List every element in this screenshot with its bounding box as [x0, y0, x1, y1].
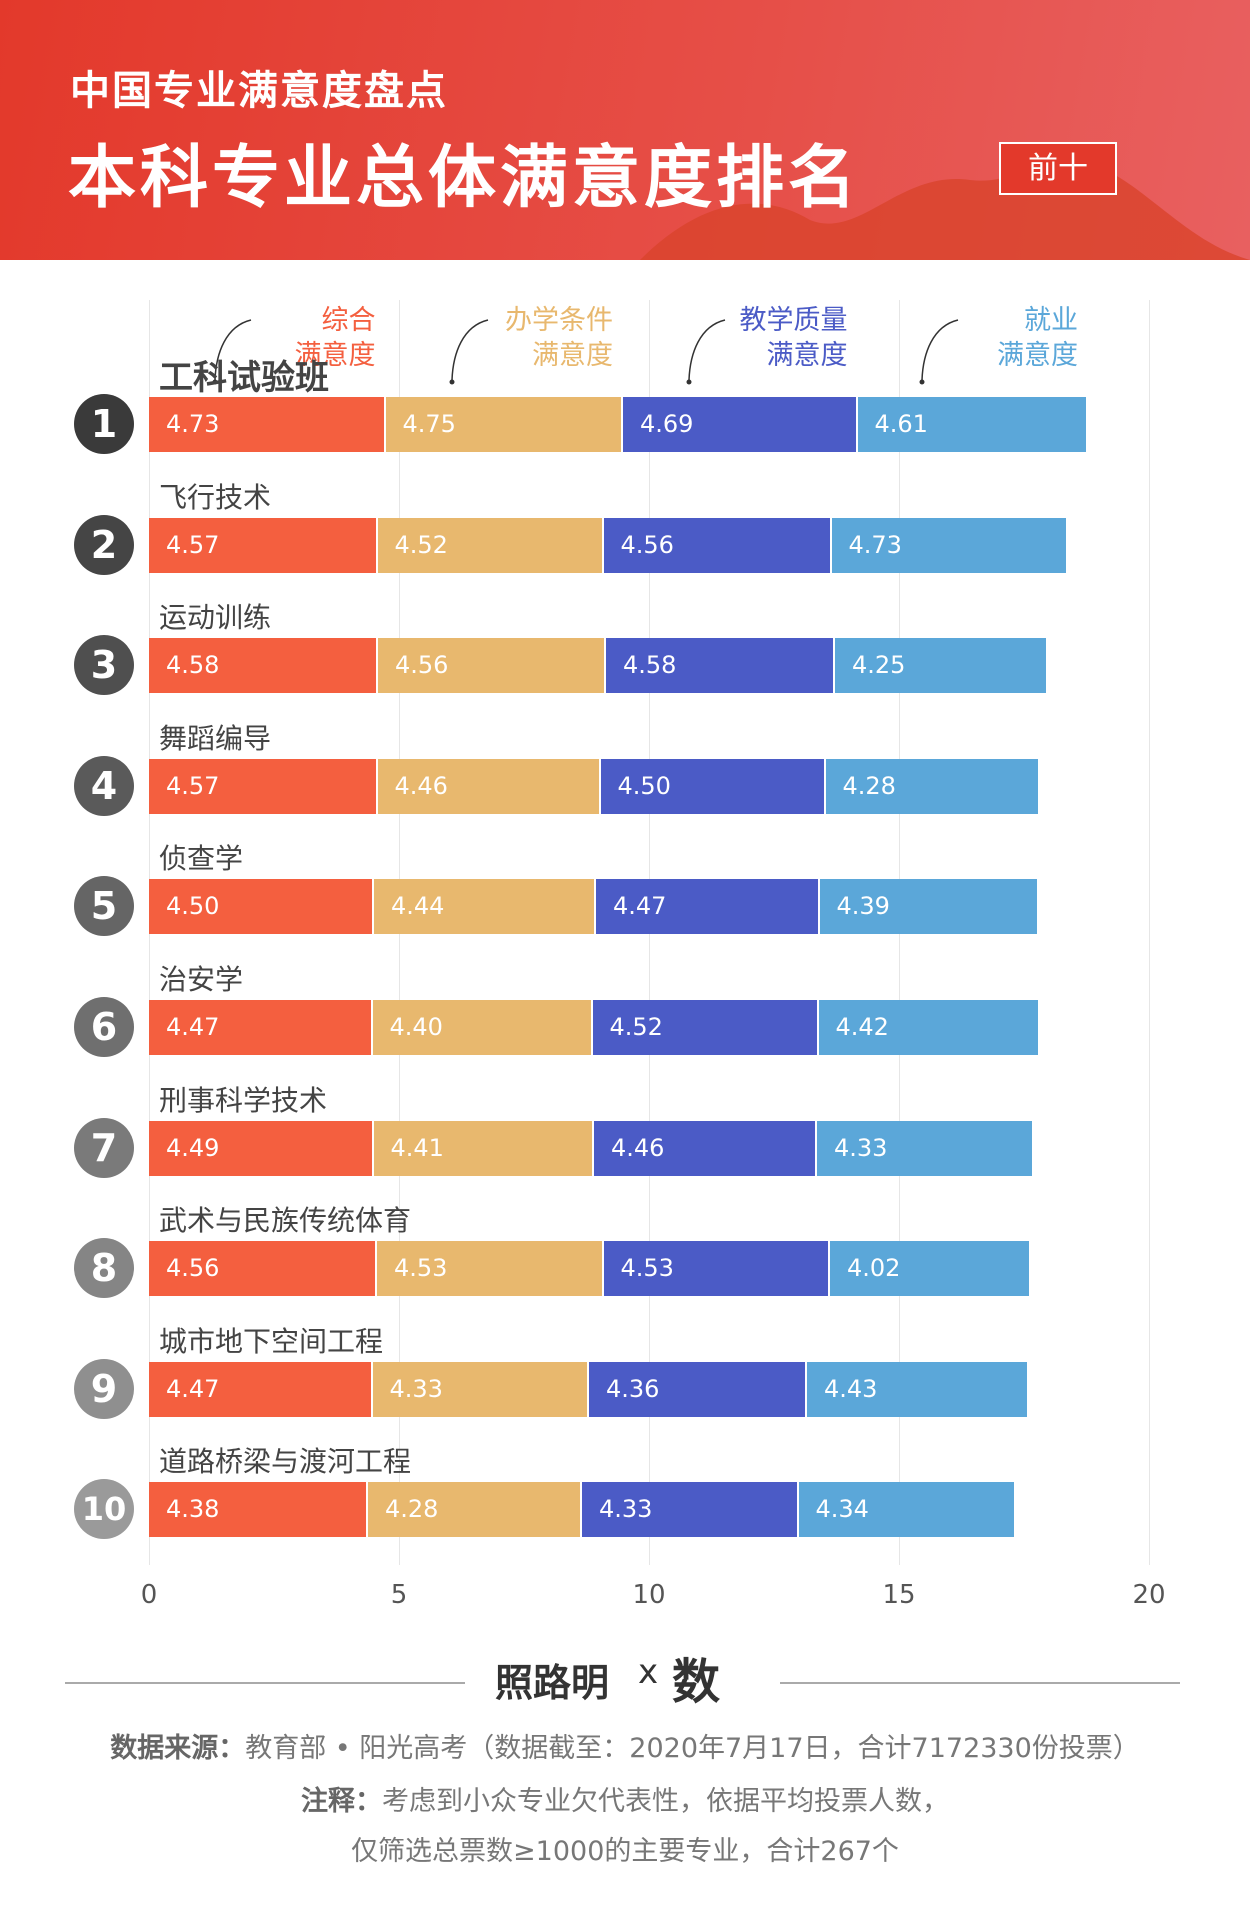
rank-badge: 4	[74, 755, 134, 816]
subtitle: 中国专业满意度盘点	[70, 67, 448, 114]
header-banner: 中国专业满意度盘点 本科专业总体满意度排名 前十	[0, 0, 1250, 260]
rank-badge: 2	[74, 514, 134, 575]
bar-segment: 4.50	[149, 879, 374, 935]
legend-2: 教学质量满意度	[698, 303, 848, 373]
rank-badge: 3	[74, 635, 134, 696]
legend-pointer	[448, 318, 508, 392]
legend-pointer	[918, 318, 978, 392]
source-text: 教育部 • 阳光高考（数据截至：2020年7月17日，合计7172330份投票）	[245, 1733, 1140, 1764]
row-name: 侦查学	[159, 842, 244, 876]
bar-segment: 4.53	[377, 1241, 604, 1297]
x-tick-label: 0	[140, 1580, 158, 1610]
note-label: 注释：	[301, 1786, 382, 1817]
brand-logo-right: 数	[672, 1654, 721, 1710]
x-tick-label: 10	[632, 1580, 666, 1610]
bar-segment: 4.69	[623, 397, 858, 452]
rank-badge: 6	[74, 997, 134, 1057]
rank-badge: 5	[74, 876, 134, 937]
annotation-note-2: 仅筛选总票数≥1000的主要专业，合计267个	[351, 1836, 899, 1867]
row-name: 运动训练	[159, 601, 272, 635]
bar-segment: 4.61	[857, 397, 1088, 452]
row-name: 刑事科学技术	[159, 1083, 328, 1117]
rank-badge: 10	[74, 1479, 134, 1540]
bar-segment: 4.56	[603, 517, 832, 573]
bar-segment: 4.56	[378, 638, 606, 694]
rank-badge: 8	[74, 1238, 134, 1299]
bar-segment: 4.28	[825, 758, 1040, 814]
page-title: 本科专业总体满意度排名	[68, 138, 861, 218]
bar-segment: 4.41	[373, 1120, 594, 1176]
bar-segment: 4.34	[798, 1482, 1016, 1538]
legend-label: 办学条件	[505, 305, 613, 336]
row-name: 工科试验班	[159, 358, 329, 398]
bar-segment: 4.39	[819, 879, 1039, 935]
row-name: 武术与民族传统体育	[159, 1204, 412, 1238]
brand-x: x	[638, 1652, 659, 1692]
bar-segment: 4.43	[807, 1361, 1029, 1417]
bar-segment: 4.53	[603, 1241, 830, 1297]
bar-segment: 4.42	[818, 1000, 1040, 1055]
bar-segment: 4.46	[377, 758, 601, 814]
legend-pointer	[685, 318, 745, 392]
bar-segment: 4.57	[149, 758, 378, 814]
legend-label: 满意度	[766, 340, 848, 371]
bar-segment: 4.33	[372, 1361, 589, 1417]
x-tick-label: 5	[390, 1580, 408, 1610]
legend-label: 满意度	[294, 340, 376, 371]
bar-segment: 4.56	[149, 1241, 377, 1297]
bar-segment: 4.25	[835, 638, 1048, 694]
top-ten-badge: 前十	[999, 142, 1117, 195]
bar-segment: 4.75	[385, 397, 623, 452]
bar-segment: 4.73	[831, 517, 1068, 573]
legend-pointer	[211, 318, 271, 392]
bar-segment: 4.28	[368, 1482, 582, 1538]
legend-1: 办学条件满意度	[463, 303, 613, 373]
bar-segment: 4.02	[830, 1241, 1031, 1297]
row-name: 治安学	[159, 963, 244, 996]
rank-badge: 9	[74, 1358, 134, 1419]
bar-segment: 4.58	[606, 638, 835, 694]
row-name: 道路桥梁与渡河工程	[159, 1445, 412, 1479]
annotation-note: 注释：考虑到小众专业欠代表性，依据平均投票人数，	[0, 1779, 1250, 1818]
bar-segment: 4.46	[594, 1120, 817, 1176]
source-note: 数据来源：教育部 • 阳光高考（数据截至：2020年7月17日，合计717233…	[0, 1726, 1250, 1765]
bar-segment: 4.73	[149, 397, 386, 452]
divider	[780, 1682, 1180, 1684]
bar-segment: 4.47	[149, 1000, 373, 1055]
legend-3: 就业满意度	[928, 303, 1078, 373]
rank-badge: 7	[74, 1117, 134, 1178]
legend-0: 综合满意度	[226, 303, 376, 373]
bar-segment: 4.38	[149, 1482, 368, 1538]
bar-segment: 4.49	[149, 1120, 374, 1176]
bar-segment: 4.36	[589, 1361, 807, 1417]
note-text: 考虑到小众专业欠代表性，依据平均投票人数，	[382, 1786, 949, 1817]
gridline	[1149, 300, 1150, 1565]
legend-label: 综合	[321, 305, 376, 336]
divider	[65, 1682, 465, 1684]
source-label: 数据来源：	[110, 1733, 246, 1764]
x-tick-label: 15	[882, 1580, 916, 1610]
bar-segment: 4.52	[377, 517, 604, 573]
bar-segment: 4.33	[817, 1120, 1034, 1176]
legend-label: 满意度	[532, 340, 613, 371]
legend-label: 就业	[1024, 305, 1078, 336]
bar-segment: 4.50	[600, 758, 826, 814]
bar-segment: 4.44	[374, 879, 596, 935]
x-tick-label: 20	[1132, 1580, 1166, 1610]
bar-segment: 4.40	[372, 1000, 593, 1055]
bar-segment: 4.58	[149, 638, 378, 694]
bar-segment: 4.52	[592, 1000, 819, 1055]
row-name: 飞行技术	[159, 480, 272, 514]
row-name: 城市地下空间工程	[159, 1324, 384, 1358]
legend-label: 满意度	[997, 340, 1078, 371]
bar-segment: 4.47	[596, 879, 820, 935]
legend-label: 教学质量	[739, 305, 848, 336]
rank-badge: 1	[74, 394, 134, 454]
bar-segment: 4.33	[582, 1482, 799, 1538]
bar-segment: 4.57	[149, 517, 378, 573]
brand-logo-left: 照路明	[495, 1661, 610, 1705]
bar-segment: 4.47	[149, 1361, 373, 1417]
row-name: 舞蹈编导	[159, 721, 272, 755]
